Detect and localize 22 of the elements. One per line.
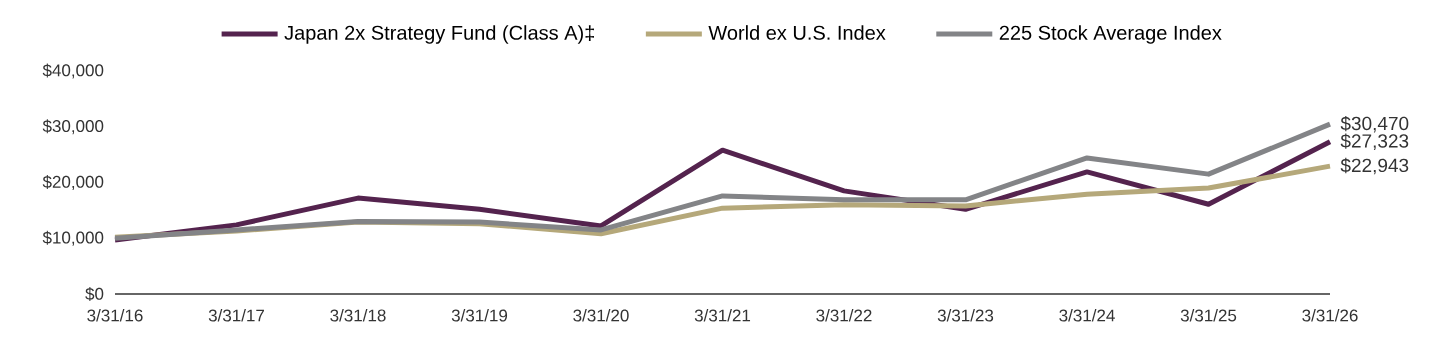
data-label: $30,470 [1340,115,1409,133]
x-tick-label: 3/31/17 [208,309,264,322]
legend-label: World ex U.S. Index [708,25,886,40]
data-label: $27,323 [1340,133,1409,150]
x-tick-label: 3/31/23 [937,309,994,322]
y-tick-label: $40,000 [42,63,104,79]
x-tick-label: 3/31/24 [1059,309,1115,322]
y-tick-label: $10,000 [42,230,104,246]
x-tick-label: 3/31/21 [694,309,751,322]
legend-label: Japan 2x Strategy Fund (Class A)‡ [284,25,594,44]
x-tick-label: 3/31/26 [1302,309,1358,322]
x-tick-label: 3/31/20 [573,309,629,322]
x-tick-label: 3/31/16 [87,309,143,322]
legend-label: 225 Stock Average Index [999,25,1222,44]
x-tick-label: 3/31/18 [330,309,386,322]
y-tick-label: $0 [85,287,104,301]
x-tick-label: 3/31/25 [1180,309,1237,322]
y-tick-label: $30,000 [42,119,104,135]
x-tick-label: 3/31/22 [816,309,872,322]
data-label: $22,943 [1340,157,1409,175]
x-tick-label: 3/31/19 [451,309,508,322]
y-tick-label: $20,000 [42,175,104,190]
